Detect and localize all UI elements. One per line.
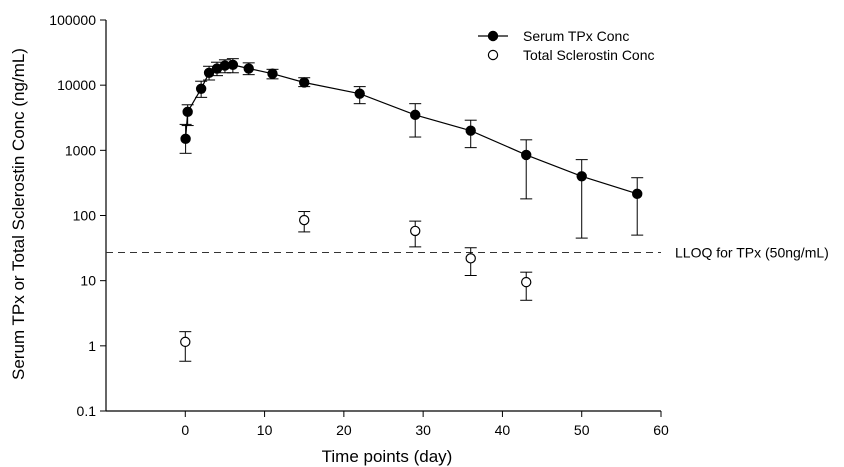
y-tick-label: 100 bbox=[73, 208, 97, 224]
x-tick-label: 10 bbox=[257, 422, 273, 438]
serum-tpx-conc-point bbox=[182, 106, 193, 118]
serum-tpx-conc-point bbox=[195, 83, 207, 94]
y-tick-label: 10000 bbox=[57, 77, 96, 93]
x-tick-label: 50 bbox=[574, 422, 590, 438]
serum-tpx-conc-point bbox=[632, 188, 643, 200]
total-sclerostin-conc-point bbox=[299, 214, 310, 226]
total-sclerostin-conc-point bbox=[521, 276, 532, 288]
x-tick-label: 20 bbox=[336, 422, 352, 438]
serum-tpx-conc-point bbox=[267, 68, 278, 79]
total-sclerostin-conc-legend-marker bbox=[487, 49, 499, 61]
serum-tpx-conc-point bbox=[410, 109, 421, 121]
error-bars bbox=[179, 58, 644, 362]
x-tick-label: 30 bbox=[415, 422, 431, 438]
legend: Serum TPx Conc Total Sclerostin Conc bbox=[478, 28, 655, 63]
y-tick-label: 100000 bbox=[49, 12, 96, 28]
reference-lines: LLOQ for TPx (50ng/mL) bbox=[106, 245, 829, 261]
serum-tpx-conc-error-bar bbox=[631, 177, 644, 236]
series-lines bbox=[185, 64, 638, 195]
serum-tpx-conc-point bbox=[243, 63, 254, 74]
y-tick-label: 10 bbox=[80, 273, 96, 289]
serum-tpx-conc-point bbox=[299, 77, 310, 88]
serum-tpx-conc-error-bar bbox=[409, 103, 422, 138]
ticks: 0 10 20 30 40 50 60 0.1 1 10 100 1000 10000 100000 bbox=[49, 12, 669, 438]
serum-tpx-conc-legend-label: Serum TPx Conc bbox=[523, 28, 629, 44]
serum-tpx-conc-point bbox=[203, 67, 215, 78]
x-tick-label: 40 bbox=[495, 422, 511, 438]
serum-tpx-conc-line bbox=[185, 64, 638, 195]
y-axis-label: Serum TPx or Total Sclerostin Conc (ng/m… bbox=[9, 48, 28, 380]
total-sclerostin-conc-point bbox=[465, 253, 476, 264]
data-points bbox=[180, 59, 643, 348]
total-sclerostin-conc-point bbox=[410, 225, 421, 237]
serum-tpx-conc-point bbox=[521, 149, 532, 161]
y-tick-label: 1 bbox=[88, 338, 96, 354]
serum-tpx-conc-point bbox=[465, 125, 476, 136]
serum-tpx-conc-point bbox=[354, 88, 365, 99]
x-tick-label: 60 bbox=[653, 422, 669, 438]
serum-tpx-conc-point bbox=[576, 171, 587, 182]
total-sclerostin-conc-point bbox=[180, 336, 191, 348]
x-tick-label: 0 bbox=[181, 422, 189, 438]
axes bbox=[105, 20, 661, 412]
x-axis-label: Time points (day) bbox=[322, 447, 453, 466]
total-sclerostin-conc-legend-label: Total Sclerostin Conc bbox=[523, 47, 655, 63]
serum-tpx-conc-point bbox=[227, 59, 239, 71]
serum-tpx-conc-legend-marker bbox=[487, 30, 499, 42]
serum-tpx-conc-point bbox=[180, 133, 191, 145]
lloq-label: LLOQ for TPx (50ng/mL) bbox=[675, 245, 829, 261]
y-tick-label: 0.1 bbox=[77, 403, 97, 419]
y-tick-label: 1000 bbox=[65, 142, 96, 158]
serum-tpx-conc-error-bar bbox=[520, 139, 533, 200]
